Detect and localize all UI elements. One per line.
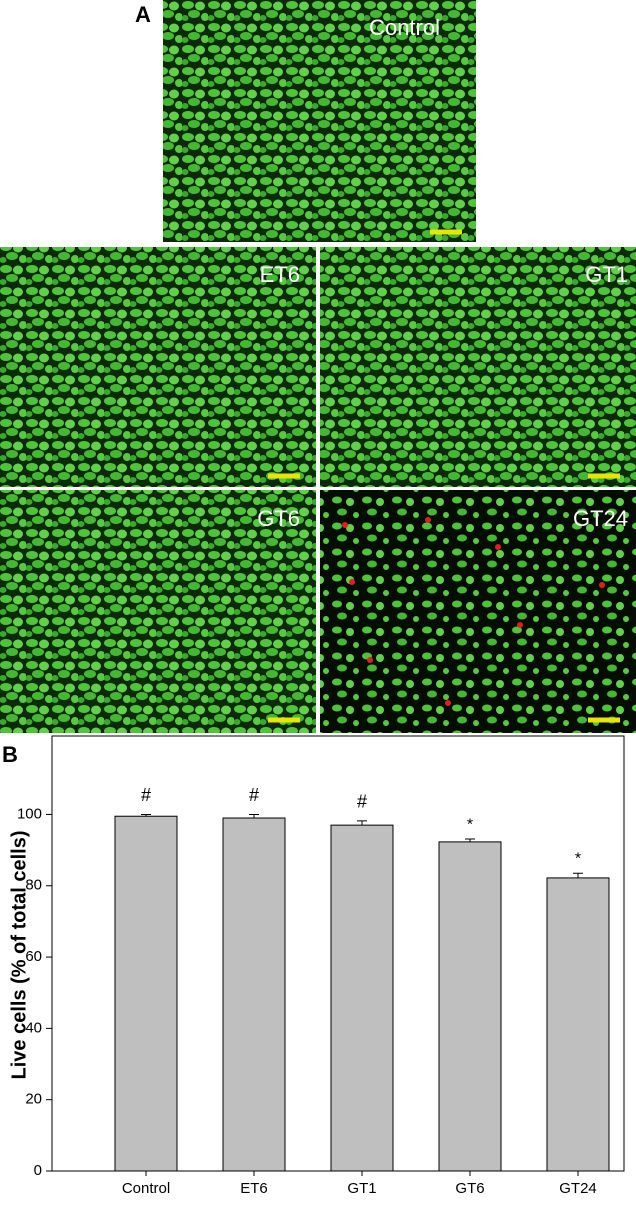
bar <box>222 817 286 1172</box>
error-bar <box>249 813 259 819</box>
bar <box>438 841 502 1172</box>
x-tick-label: GT1 <box>347 1180 376 1197</box>
micrograph: Control <box>163 0 476 242</box>
y-tick-label: 40 <box>25 1019 42 1036</box>
x-tick-label: Control <box>122 1180 170 1197</box>
bar <box>330 824 394 1172</box>
micrograph: GT24 <box>320 490 636 733</box>
panel-label: B <box>2 742 18 767</box>
annotation: * <box>467 816 473 833</box>
y-tick-label: 80 <box>25 877 42 894</box>
x-tick-label: GT24 <box>559 1180 597 1197</box>
x-tick-label: ET6 <box>240 1180 268 1197</box>
micrograph: GT1 <box>320 247 636 487</box>
y-tick-label: 60 <box>25 948 42 965</box>
error-bar <box>573 872 583 878</box>
error-bar <box>357 820 367 826</box>
y-tick-label: 100 <box>17 805 42 822</box>
y-tick-label: 0 <box>34 1162 42 1179</box>
panel-label: A <box>135 2 151 27</box>
micrograph: GT6 <box>0 490 316 733</box>
y-tick-label: 20 <box>25 1091 42 1108</box>
annotation: * <box>575 850 581 867</box>
image-label: GT1 <box>585 262 628 287</box>
annotation: # <box>141 785 151 805</box>
y-axis-label: Live cells (% of total cells) <box>8 831 30 1080</box>
error-bar <box>141 813 151 817</box>
micrograph: ET6 <box>0 247 316 487</box>
annotation: # <box>357 792 367 812</box>
x-tick-label: GT6 <box>455 1180 484 1197</box>
image-label: Control <box>369 15 440 40</box>
image-label: ET6 <box>260 262 300 287</box>
image-label: GT6 <box>257 506 300 531</box>
annotation: # <box>249 785 259 805</box>
bar <box>546 877 610 1172</box>
image-label: GT24 <box>573 506 628 531</box>
error-bar <box>465 838 475 842</box>
bar <box>114 815 178 1172</box>
